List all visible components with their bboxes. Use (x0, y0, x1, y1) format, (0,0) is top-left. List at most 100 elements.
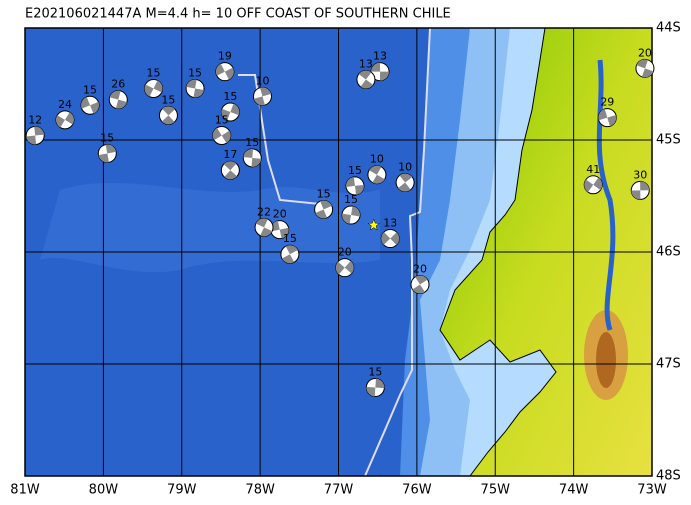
beachball-quadrant (253, 96, 265, 106)
beachball-quadrant (243, 148, 254, 158)
beachball-quadrant (34, 126, 45, 136)
beachball-quadrant (412, 284, 425, 294)
y-tick-label: 47S (656, 357, 681, 372)
y-tick-label: 44S (656, 21, 681, 36)
focal-mechanism (220, 160, 240, 180)
depth-label: 15 (83, 83, 97, 96)
focal-mechanism (254, 217, 274, 237)
focal-mechanism (630, 180, 650, 200)
beachball-quadrant (381, 232, 391, 245)
beachball-quadrant (144, 84, 154, 97)
beachball-quadrant (415, 275, 428, 285)
focal-mechanism (280, 244, 300, 264)
beachball-quadrant (161, 115, 175, 125)
focal-mechanism (335, 258, 355, 278)
plate-boundary (364, 28, 431, 476)
beachball-quadrant (375, 378, 385, 389)
beachball-quadrant (390, 232, 400, 246)
depth-label: 20 (413, 262, 427, 275)
beachball-quadrant (335, 261, 345, 275)
beachball-quadrant (631, 190, 641, 200)
beachball-quadrant (279, 227, 289, 239)
beachball-quadrant (224, 67, 234, 80)
depth-label: 10 (370, 153, 384, 166)
beachball-quadrant (55, 115, 65, 128)
focal-mechanism (356, 70, 376, 90)
beachball-quadrant (64, 112, 74, 125)
highland-peak (596, 332, 616, 388)
depth-label: 19 (218, 50, 232, 63)
depth-label: 10 (398, 161, 412, 174)
x-tick-label: 78W (245, 483, 275, 498)
beachball-quadrant (105, 144, 117, 154)
focal-mechanism (25, 126, 45, 146)
depth-label: 15 (348, 164, 362, 177)
beachball-quadrant (641, 68, 654, 78)
depth-label: 26 (111, 78, 125, 91)
fracture-zone (238, 74, 331, 206)
depth-label: 22 (257, 205, 271, 218)
focal-mechanism (144, 78, 164, 98)
focal-mechanism (341, 205, 361, 225)
depth-label: 15 (147, 66, 161, 79)
depth-label: 13 (359, 58, 373, 71)
beachball-quadrant (372, 174, 385, 184)
x-tick-label: 75W (481, 483, 511, 498)
focal-mechanism (345, 176, 365, 196)
depth-label: 15 (283, 232, 297, 245)
beachball-quadrant (281, 254, 295, 264)
beachball-quadrant (230, 103, 240, 116)
depth-label: 13 (373, 50, 387, 63)
beachball-quadrant (320, 200, 332, 210)
depth-label: 15 (223, 90, 237, 103)
beachball-quadrant (351, 206, 361, 217)
frame (24, 27, 653, 477)
beachball-quadrant (223, 161, 237, 171)
focal-mechanism (108, 90, 128, 110)
depth-label: 29 (600, 96, 614, 109)
depth-label: 15 (188, 66, 202, 79)
depth-label: 10 (255, 74, 269, 87)
beachball-quadrant (285, 245, 298, 255)
x-tick-label: 79W (167, 483, 197, 498)
beachball-quadrant (193, 88, 204, 98)
focal-mechanism (410, 274, 430, 294)
beachball-quadrant (598, 108, 608, 121)
beachball-quadrant (315, 209, 328, 219)
beachball-quadrant (186, 79, 197, 89)
beachball-quadrant (584, 179, 594, 193)
x-tick-label: 74W (559, 483, 589, 498)
beachball-quadrant (360, 79, 374, 89)
x-tick-label: 73W (637, 483, 667, 498)
depth-label: 41 (586, 163, 600, 176)
depth-label: 12 (28, 114, 42, 127)
depth-label: 20 (273, 208, 287, 221)
y-tick-label: 45S (656, 133, 681, 148)
beachball-quadrant (221, 130, 231, 144)
focal-mechanism (252, 86, 272, 106)
x-tick-label: 76W (402, 483, 432, 498)
depth-label: 20 (638, 46, 652, 59)
beachball-quadrant (607, 114, 617, 127)
focal-mechanism (395, 173, 415, 193)
beachball-quadrant (109, 90, 121, 100)
y-tick-label: 46S (656, 245, 681, 260)
fjord (596, 59, 616, 331)
focal-mechanism (583, 175, 603, 195)
x-tick-label: 80W (89, 483, 119, 498)
beachball-quadrant (255, 218, 268, 228)
focal-mechanism (215, 62, 235, 82)
focal-mechanism (367, 165, 387, 185)
beachball-quadrant (81, 96, 91, 109)
beachball-quadrant (354, 184, 364, 195)
focal-mechanism (185, 78, 205, 98)
depth-label: 15 (317, 187, 331, 200)
focal-mechanism (635, 58, 655, 78)
focal-mechanism (55, 110, 75, 130)
beachball-quadrant (162, 106, 176, 116)
focal-mechanism (314, 199, 334, 219)
depth-label: 15 (344, 193, 358, 206)
beachball-quadrant (26, 135, 37, 145)
beachball-quadrant (380, 71, 390, 81)
